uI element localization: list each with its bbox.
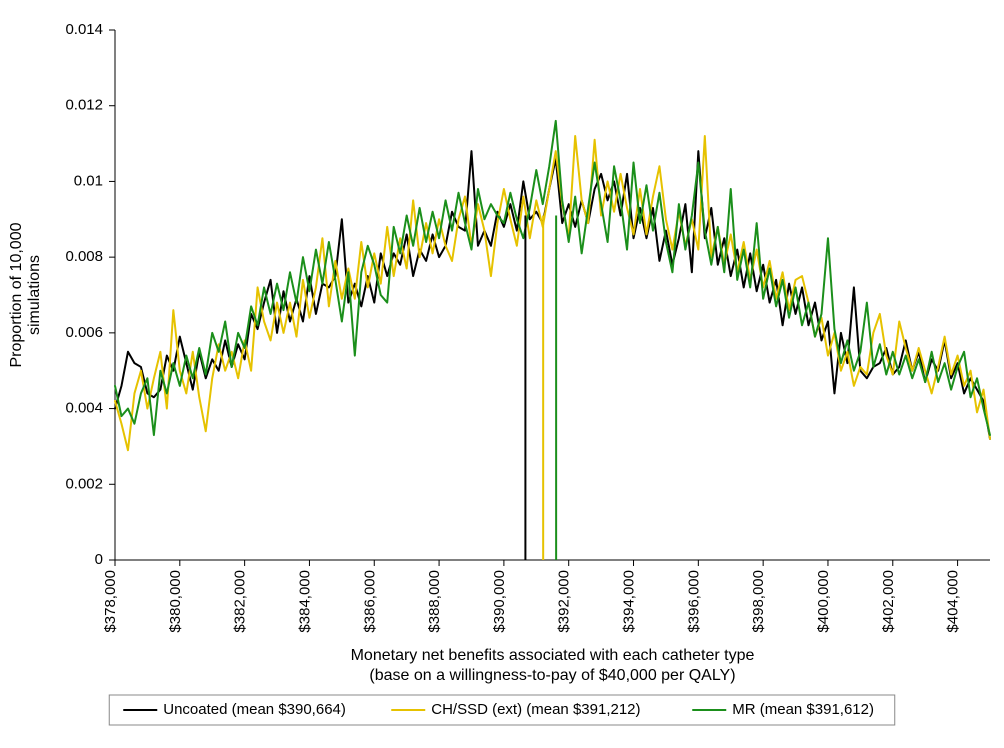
x-tick-label: $404,000 [945, 570, 962, 633]
y-tick-label: 0 [95, 551, 103, 568]
y-tick-label: 0.006 [65, 324, 103, 341]
y-tick-label: 0.004 [65, 400, 103, 417]
x-tick-label: $396,000 [685, 570, 702, 633]
x-tick-label: $380,000 [167, 570, 184, 633]
x-tick-label: $394,000 [621, 570, 638, 633]
x-tick-label: $390,000 [491, 570, 508, 633]
x-axis-label-line2: (base on a willingness-to-pay of $40,000… [369, 667, 735, 684]
x-tick-label: $382,000 [232, 570, 249, 633]
y-tick-label: 0.008 [65, 248, 103, 265]
legend-label-1: CH/SSD (ext) (mean $391,212) [431, 701, 640, 718]
x-tick-label: $398,000 [750, 570, 767, 633]
x-tick-label: $386,000 [361, 570, 378, 633]
x-tick-label: $388,000 [426, 570, 443, 633]
legend-label-2: MR (mean $391,612) [732, 701, 874, 718]
y-tick-label: 0.002 [65, 475, 103, 492]
x-tick-label: $400,000 [815, 570, 832, 633]
y-tick-label: 0.014 [65, 21, 103, 38]
x-tick-label: $402,000 [880, 570, 897, 633]
line-chart: 0 0.002 0.004 0.006 0.008 0.01 0.012 0.014 $378,… [0, 0, 1004, 748]
y-tick-label: 0.012 [65, 97, 103, 114]
chart-container: 0 0.002 0.004 0.006 0.008 0.01 0.012 0.014 $378,… [0, 0, 1004, 748]
x-tick-label: $384,000 [296, 570, 313, 633]
x-tick-label: $378,000 [102, 570, 119, 633]
x-axis-label-line1: Monetary net benefits associated with ea… [351, 647, 755, 664]
x-tick-label: $392,000 [556, 570, 573, 633]
legend-label-0: Uncoated (mean $390,664) [163, 701, 346, 718]
y-tick-label: 0.01 [74, 172, 103, 189]
